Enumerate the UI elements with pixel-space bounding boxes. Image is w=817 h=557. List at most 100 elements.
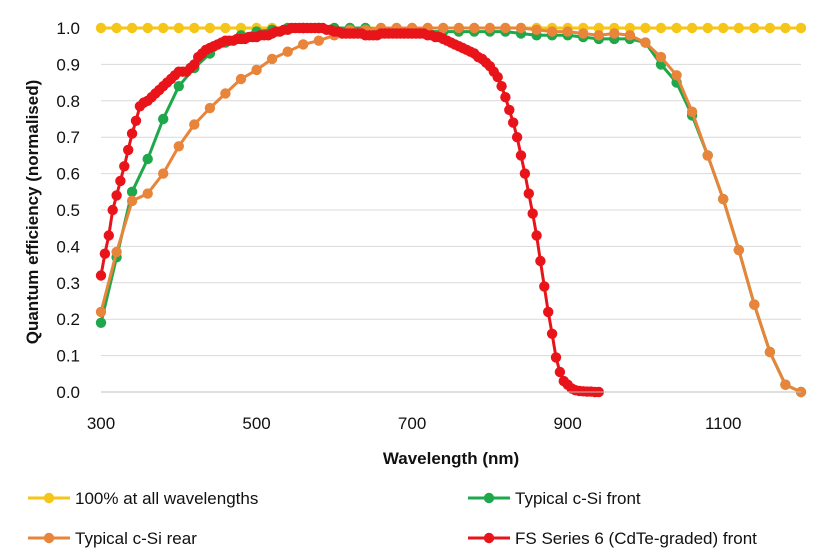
y-axis-title: Quantum efficiency (normalised) [23, 80, 42, 345]
data-point [115, 175, 126, 187]
legend-swatch-marker [483, 532, 495, 544]
data-point [130, 115, 142, 127]
data-point [95, 317, 107, 328]
data-point [718, 193, 729, 205]
data-point [99, 248, 111, 259]
y-tick-label: 0.4 [56, 237, 80, 256]
data-point [251, 64, 262, 76]
legend-label: 100% at all wavelengths [75, 489, 258, 508]
data-point [686, 106, 698, 117]
data-point [173, 22, 184, 34]
data-point [546, 26, 558, 37]
y-tick-label: 0.9 [56, 55, 80, 74]
data-point [702, 22, 713, 34]
legend-swatch-marker [43, 492, 55, 504]
data-point [671, 22, 682, 34]
data-point [539, 281, 550, 292]
data-point [235, 73, 247, 85]
data-point [671, 70, 682, 81]
data-point [531, 230, 542, 241]
data-point [282, 46, 293, 57]
data-point [655, 22, 667, 34]
data-point [546, 328, 558, 339]
x-tick-label: 500 [242, 414, 270, 433]
x-axis-title: Wavelength (nm) [383, 449, 519, 468]
legend: 100% at all wavelengths Typical c-Si fron… [28, 489, 757, 548]
x-tick-labels: 300 500 700 900 1100 [87, 414, 742, 433]
data-point [126, 195, 138, 207]
data-point [640, 37, 651, 48]
data-point [554, 366, 566, 378]
data-point [702, 150, 713, 161]
data-point [158, 113, 169, 125]
y-tick-label: 0.5 [56, 201, 80, 220]
legend-swatch-marker [483, 492, 495, 504]
data-point [593, 22, 604, 34]
data-point [543, 306, 554, 318]
data-point [173, 81, 184, 92]
data-point [158, 22, 169, 34]
data-point [515, 150, 527, 161]
data-point [504, 104, 515, 116]
x-tick-label: 300 [87, 414, 115, 433]
y-tick-label: 1.0 [56, 19, 80, 38]
data-point [593, 30, 604, 41]
data-point [508, 117, 519, 128]
data-point [764, 346, 776, 358]
data-point [103, 230, 115, 241]
data-point [749, 299, 760, 310]
data-point [484, 22, 496, 34]
data-point [204, 102, 216, 114]
y-tick-label: 0.1 [56, 347, 80, 366]
data-point [780, 379, 791, 390]
data-point [126, 186, 138, 197]
legend-swatch-marker [43, 532, 55, 544]
data-point [511, 132, 523, 143]
data-point [123, 144, 134, 156]
data-point [111, 246, 122, 258]
data-point [535, 255, 546, 267]
data-point [500, 92, 511, 103]
data-point [204, 22, 216, 34]
legend-label: Typical c-Si front [515, 489, 641, 508]
y-tick-label: 0.3 [56, 274, 80, 293]
data-point [313, 35, 324, 46]
data-point [718, 22, 729, 34]
data-point [298, 39, 309, 50]
data-point [95, 22, 107, 34]
data-point [519, 168, 531, 179]
data-point [609, 28, 620, 39]
data-point [578, 28, 589, 39]
data-point [111, 22, 122, 34]
data-point [453, 22, 464, 34]
legend-label: Typical c-Si rear [75, 529, 197, 548]
data-point [189, 119, 200, 130]
data-point [142, 153, 153, 165]
x-tick-label: 700 [398, 414, 426, 433]
legend-label: FS Series 6 (CdTe-graded) front [515, 529, 757, 548]
data-point [111, 190, 122, 201]
y-tick-label: 0.7 [56, 128, 80, 147]
data-point [235, 22, 247, 34]
data-point [469, 22, 480, 34]
y-tick-labels: 0.0 0.1 0.2 0.3 0.4 0.5 0.6 0.7 0.8 0.9 1.0 [56, 19, 80, 402]
series-layer [95, 22, 807, 398]
data-point [640, 22, 651, 34]
data-point [142, 22, 153, 34]
data-point [438, 22, 449, 34]
data-point [550, 352, 562, 363]
data-point [126, 128, 138, 139]
data-point [531, 24, 542, 35]
y-tick-label: 0.8 [56, 92, 80, 111]
x-tick-label: 900 [553, 414, 581, 433]
data-point [220, 88, 231, 99]
data-point [562, 26, 573, 37]
data-point [107, 204, 118, 216]
series-line [99, 26, 802, 394]
data-point [624, 30, 636, 41]
data-point [795, 22, 807, 34]
data-point [119, 161, 130, 172]
data-point [142, 188, 153, 199]
data-point [158, 168, 169, 179]
